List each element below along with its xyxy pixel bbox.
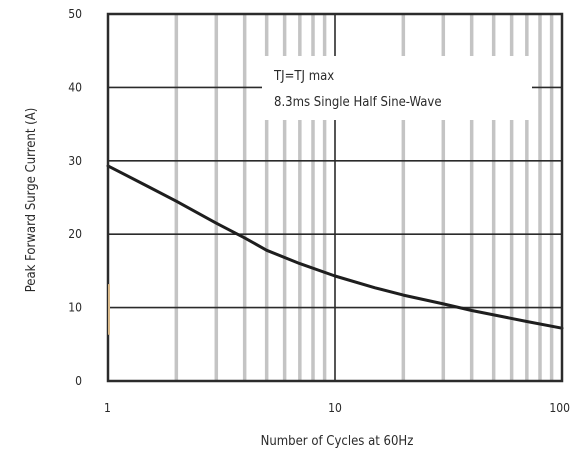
y-tick-label: 30 — [68, 154, 82, 168]
annotation-box — [262, 56, 532, 120]
y-tick-label: 0 — [75, 374, 82, 388]
y-tick-label: 10 — [68, 301, 82, 315]
x-tick-label: 10 — [328, 401, 342, 415]
annotation-waveform: 8.3ms Single Half Sine-Wave — [274, 95, 442, 110]
y-axis-label: Peak Forward Surge Current (A) — [24, 108, 39, 293]
x-tick-label: 100 — [549, 401, 570, 415]
y-tick-label: 20 — [68, 227, 82, 241]
x-tick-label: 1 — [104, 401, 111, 415]
annotation-tj: TJ=TJ max — [273, 69, 334, 84]
y-tick-label: 50 — [68, 7, 82, 21]
x-axis-label: Number of Cycles at 60Hz — [261, 434, 414, 449]
plot-frame — [106, 12, 564, 383]
y-tick-label: 40 — [68, 80, 82, 94]
series-line — [106, 164, 564, 330]
